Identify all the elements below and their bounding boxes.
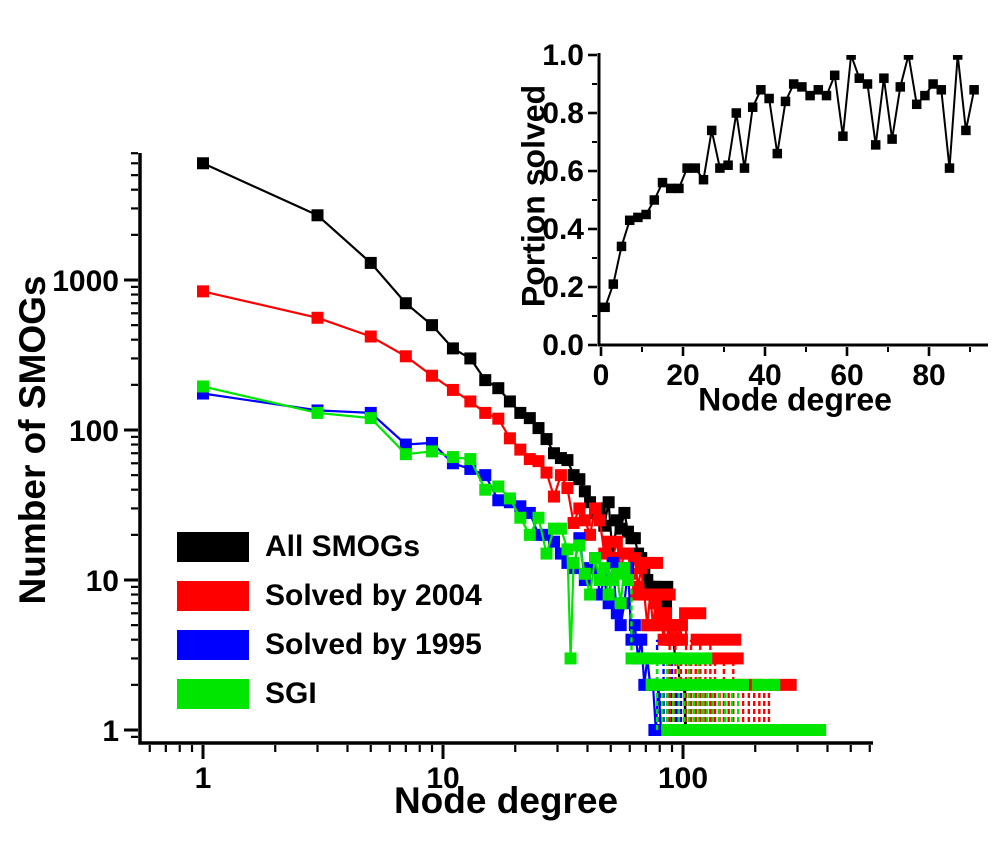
svg-text:60: 60: [830, 359, 863, 392]
legend-label: All SMOGs: [265, 529, 421, 563]
svg-text:1: 1: [195, 762, 212, 795]
legend-item-solved-2004: Solved by 2004: [177, 571, 482, 620]
svg-text:1000: 1000: [52, 265, 119, 298]
main-x-axis-title: Node degree: [393, 780, 619, 821]
legend-label: SGI: [265, 676, 317, 710]
inset-y-axis-title: Portion solved: [515, 84, 552, 308]
svg-text:1: 1: [102, 715, 119, 748]
svg-text:20: 20: [666, 359, 699, 392]
svg-text:10: 10: [86, 565, 119, 598]
svg-text:80: 80: [912, 359, 945, 392]
main-plot: 1 10 100 1 10 100 1000: [52, 152, 873, 795]
legend-label: Solved by 1995: [265, 627, 482, 661]
series-sgi: [197, 380, 827, 736]
legend-item-solved-1995: Solved by 1995: [177, 620, 482, 669]
legend: All SMOGs Solved by 2004 Solved by 1995 …: [177, 522, 482, 718]
main-y-axis-title: Number of SMOGs: [12, 275, 53, 605]
legend-swatch-red: [177, 580, 249, 611]
svg-text:0.6: 0.6: [542, 155, 584, 188]
legend-item-all-smogs: All SMOGs: [177, 522, 482, 571]
svg-text:100: 100: [69, 415, 119, 448]
legend-swatch-black: [177, 531, 249, 562]
svg-text:40: 40: [748, 359, 781, 392]
legend-swatch-blue: [177, 629, 249, 660]
inset-x-axis-title: Node degree: [698, 381, 892, 418]
legend-item-sgi: SGI: [177, 669, 482, 718]
svg-text:0.4: 0.4: [542, 213, 584, 246]
svg-text:0.8: 0.8: [542, 97, 584, 130]
inset-plot: 0 20 40 60 80 0.0 0.2 0.4 0.6 0.8 1.0: [542, 39, 988, 392]
series-portion-solved: [600, 55, 979, 313]
svg-text:1.0: 1.0: [542, 39, 584, 72]
svg-text:10: 10: [426, 762, 459, 795]
svg-text:0.2: 0.2: [542, 271, 584, 304]
svg-text:100: 100: [658, 762, 708, 795]
svg-text:0: 0: [593, 359, 610, 392]
svg-text:0.0: 0.0: [542, 329, 584, 362]
legend-label: Solved by 2004: [265, 578, 482, 612]
legend-swatch-green: [177, 678, 249, 709]
